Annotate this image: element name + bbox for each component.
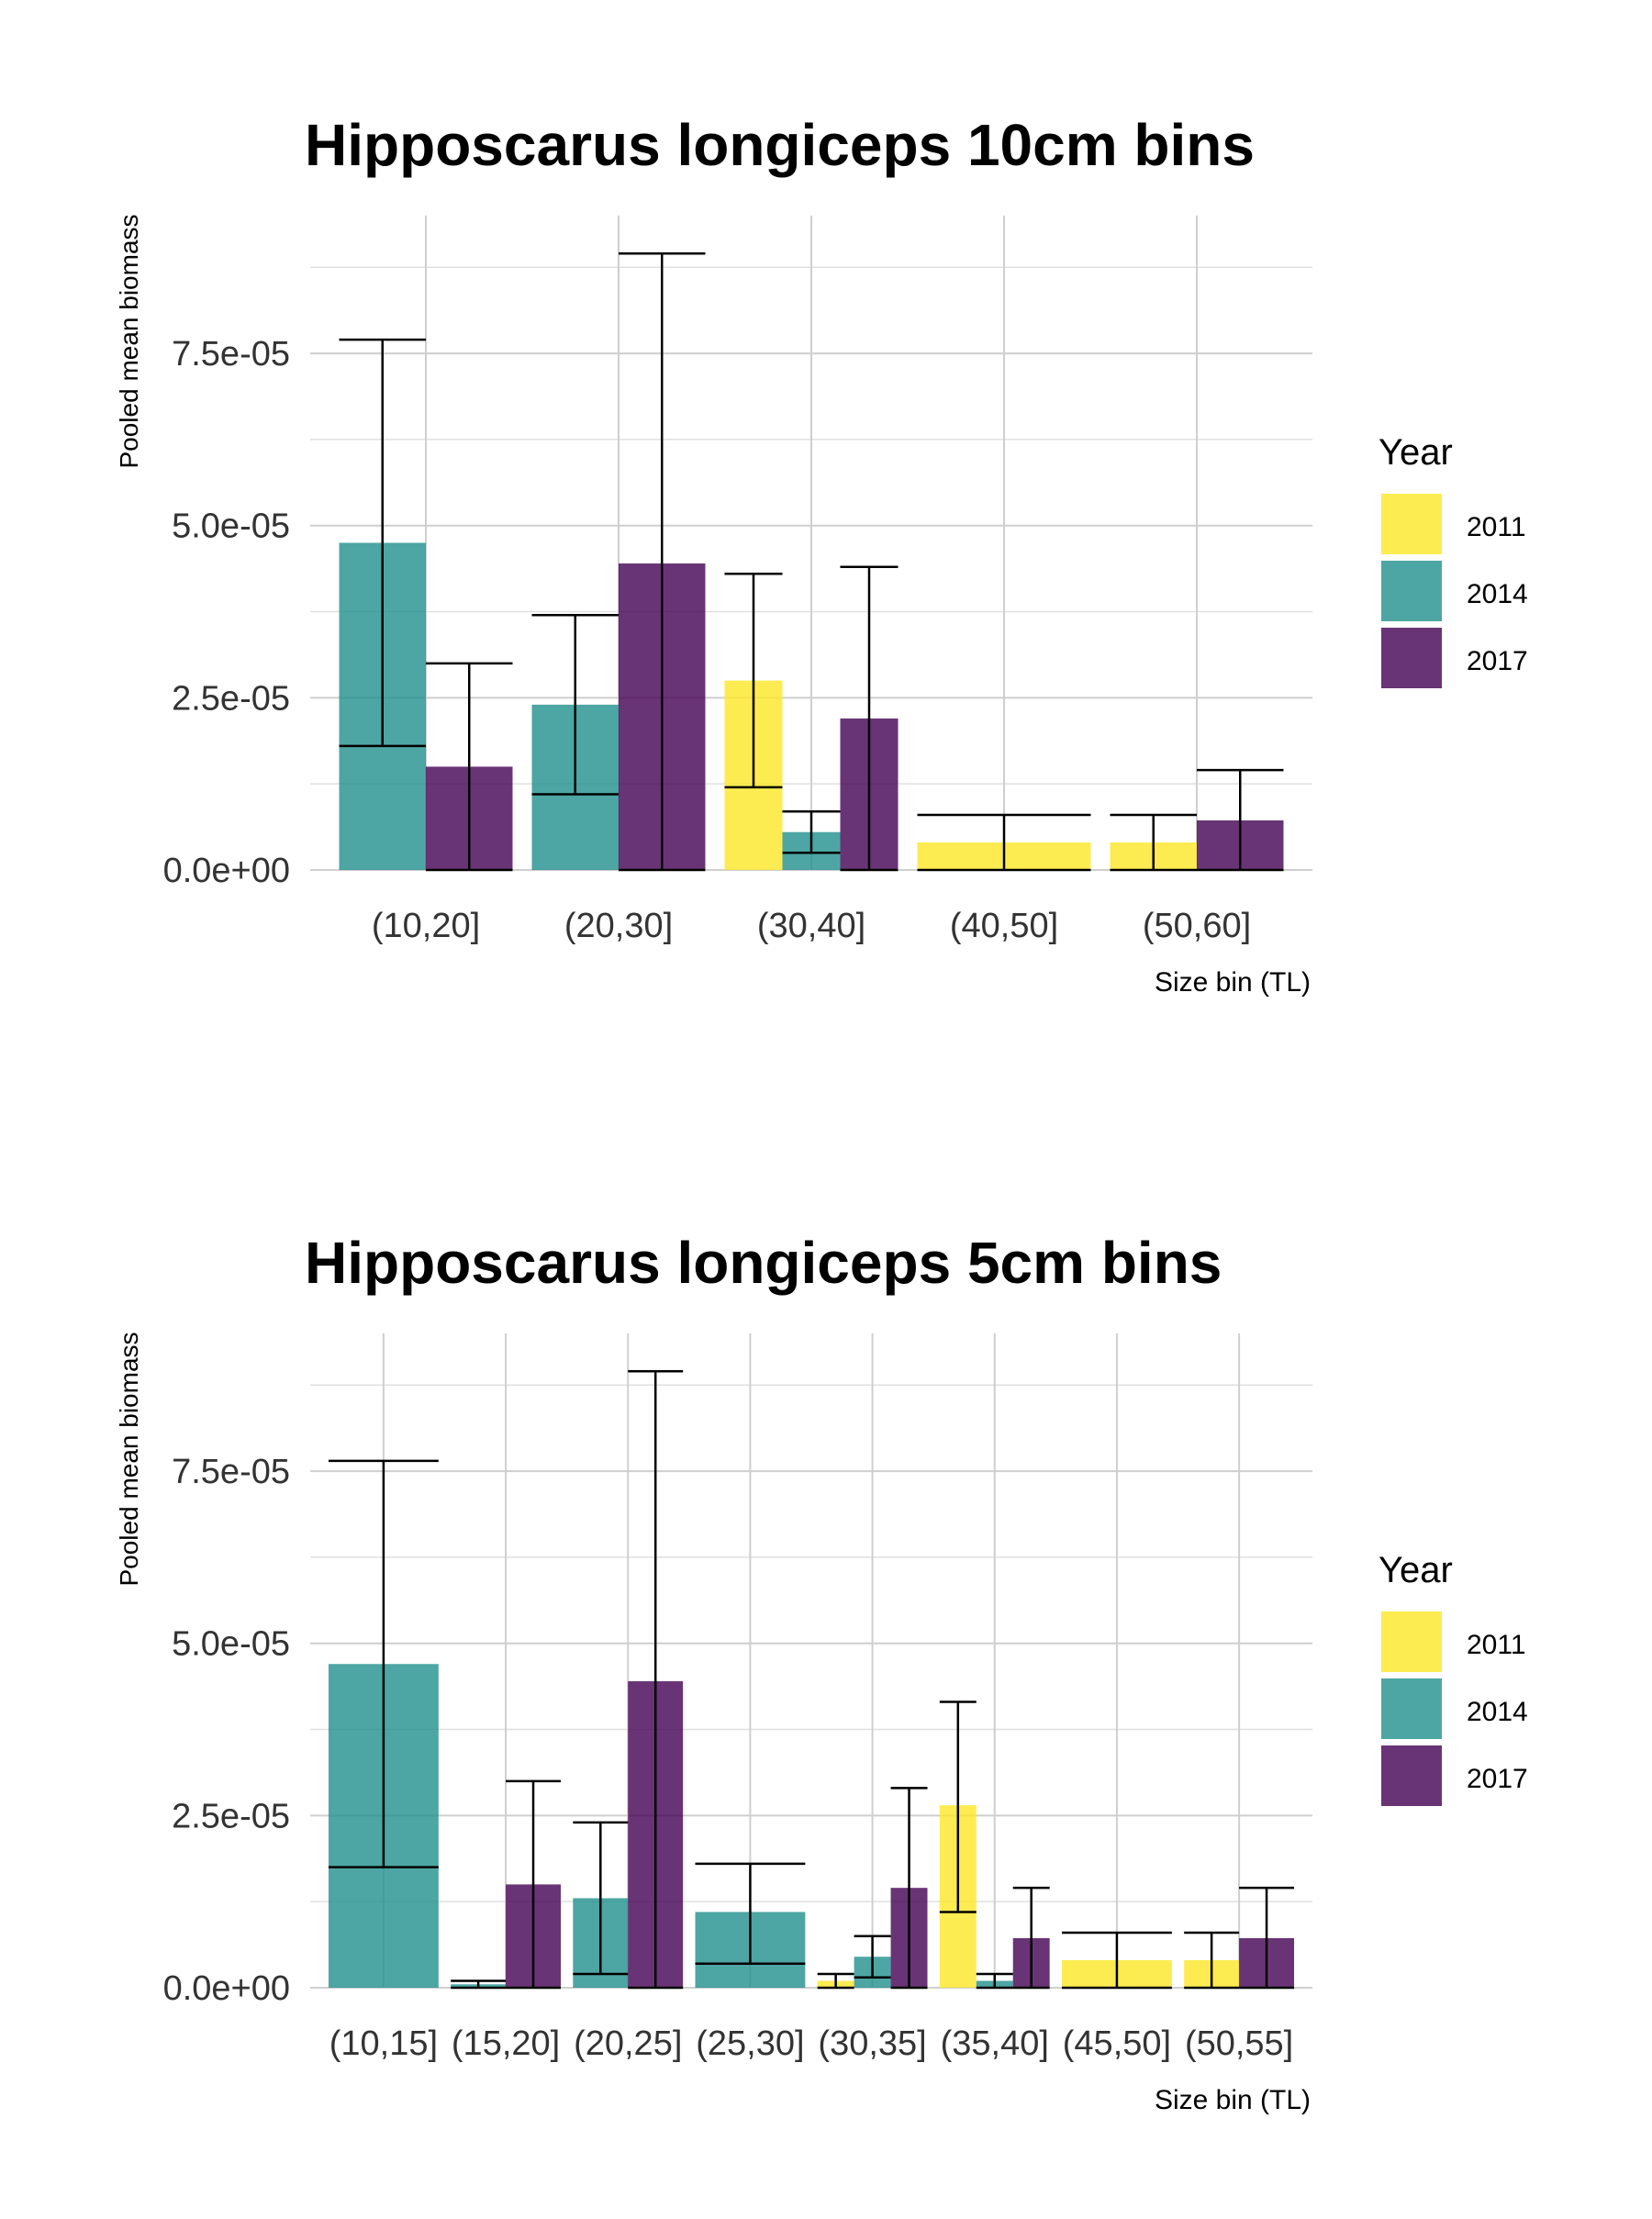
y-tick-label: 5.0e-05 [172,1625,290,1664]
y-axis-label: Pooled mean biomass [115,214,143,468]
grid-layer [310,1333,1312,1989]
legend-swatch-2011 [1381,1611,1442,1672]
legend-swatch-2014 [1381,1678,1442,1739]
y-tick-label: 2.5e-05 [172,1797,290,1835]
x-tick-label: (20,25] [574,2024,682,2063]
x-tick-label: (15,20] [452,2024,560,2063]
legend-title: Year [1379,1550,1453,1590]
x-tick-label: (30,40] [757,907,865,945]
y-tick-label: 7.5e-05 [172,1453,290,1491]
chart-title: Hipposcarus longiceps 10cm bins [305,112,1255,178]
y-axis-label: Pooled mean biomass [115,1332,143,1586]
ticks-layer: 0.0e+00 2.5e-05 5.0e-05 7.5e-05 (10,15] (15,2… [163,1453,1294,2063]
errorbar-layer [328,1370,1295,1990]
legend: Year 2011 2014 2017 [1379,1550,1528,1806]
legend-label-2014: 2014 [1467,1697,1528,1727]
x-tick-label: (20,30] [564,907,673,945]
chart-5cm-bins: 0.0e+00 2.5e-05 5.0e-05 7.5e-05 (10,15] (15,2… [115,1230,1528,2115]
ticks-layer: 0.0e+00 2.5e-05 5.0e-05 7.5e-05 (10,20] (20,3… [163,335,1252,945]
y-tick-label: 2.5e-05 [172,679,290,718]
legend-title: Year [1379,432,1453,473]
y-tick-label: 0.0e+00 [163,852,290,890]
x-axis-label: Size bin (TL) [1155,2085,1311,2115]
x-tick-label: (35,40] [941,2024,1049,2063]
x-axis-label: Size bin (TL) [1155,967,1311,998]
chart-title: Hipposcarus longiceps 5cm bins [305,1230,1222,1296]
x-tick-label: (30,35] [818,2024,926,2063]
legend-swatch-2017 [1381,1745,1442,1806]
legend: Year 2011 2014 2017 [1379,432,1528,688]
errorbar-layer [339,252,1284,872]
y-tick-label: 0.0e+00 [163,1969,290,2008]
legend-label-2011: 2011 [1467,512,1526,542]
x-tick-label: (25,30] [696,2024,804,2063]
x-tick-label: (40,50] [950,907,1058,945]
bars-layer [328,1664,1295,1988]
x-tick-label: (50,60] [1143,907,1251,945]
x-tick-label: (10,15] [329,2024,438,2063]
legend-label-2014: 2014 [1467,579,1528,609]
x-tick-label: (50,55] [1185,2024,1293,2063]
legend-label-2017: 2017 [1467,1764,1528,1794]
legend-swatch-2011 [1381,494,1442,554]
x-tick-label: (45,50] [1063,2024,1171,2063]
legend-swatch-2014 [1381,561,1442,621]
chart-panel-5cm: 0.0e+00 2.5e-05 5.0e-05 7.5e-05 (10,15] (15,2… [0,1118,1652,2219]
chart-10cm-bins: 0.0e+00 2.5e-05 5.0e-05 7.5e-05 (10,20] (20,3… [115,112,1528,998]
y-tick-label: 5.0e-05 [172,507,290,546]
y-tick-label: 7.5e-05 [172,335,290,374]
legend-swatch-2017 [1381,628,1442,688]
legend-label-2017: 2017 [1467,646,1528,676]
x-tick-label: (10,20] [372,907,480,945]
chart-panel-10cm: 0.0e+00 2.5e-05 5.0e-05 7.5e-05 (10,20] (20,3… [0,0,1652,1101]
legend-label-2011: 2011 [1467,1630,1526,1660]
